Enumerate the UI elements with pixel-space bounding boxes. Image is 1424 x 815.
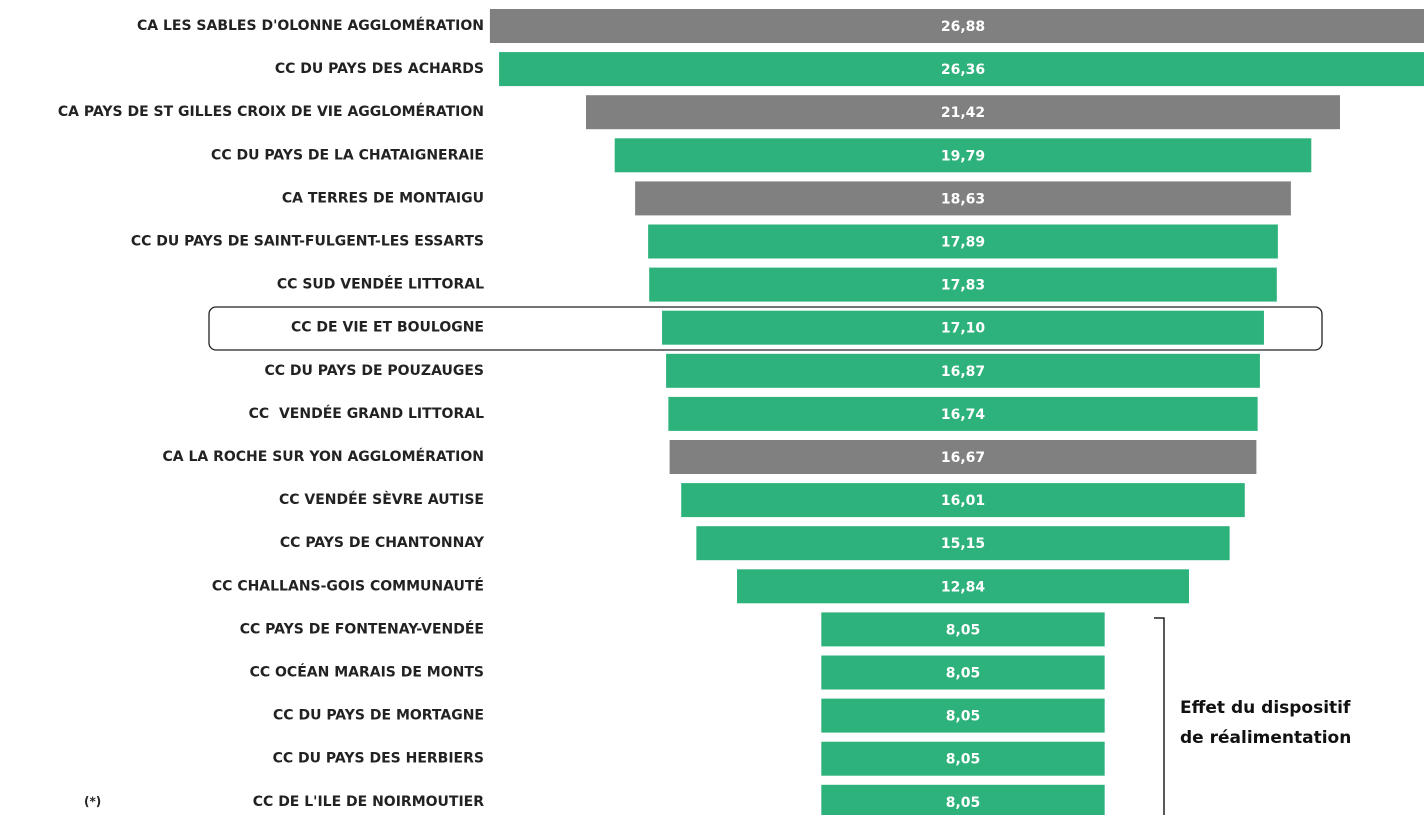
bar [681, 483, 1245, 518]
bar [489, 9, 1424, 43]
bar [649, 267, 1277, 302]
category-label: CC DU PAYS DE MORTAGNE [273, 708, 484, 724]
bar [635, 181, 1291, 216]
bracket [1154, 617, 1165, 815]
bar [821, 655, 1105, 690]
category-label: CC CHALLANS-GOIS COMMUNAUTÉ [212, 577, 484, 594]
value-label: 16,67 [941, 450, 985, 466]
category-label: CC DU PAYS DES ACHARDS [275, 61, 484, 77]
bar [669, 440, 1257, 474]
value-label: 8,05 [946, 666, 981, 682]
value-label: 12,84 [941, 579, 986, 595]
value-label: 16,74 [941, 407, 986, 423]
category-label: CC DE VIE ET BOULOGNE [291, 320, 484, 336]
value-label: 17,10 [941, 321, 986, 337]
bar [821, 612, 1105, 647]
category-label: CC DU PAYS DE POUZAUGES [264, 363, 484, 379]
category-label: CC VENDÉE GRAND LITTORAL [249, 405, 484, 422]
category-label: CC DU PAYS DE LA CHATAIGNERAIE [211, 147, 484, 163]
category-label: CA LA ROCHE SUR YON AGGLOMÉRATION [162, 448, 484, 465]
bar [821, 784, 1105, 815]
value-label: 26,36 [941, 62, 985, 78]
value-label: 17,89 [941, 235, 985, 251]
bar [648, 224, 1278, 259]
bar [696, 526, 1230, 561]
category-label: CC SUD VENDÉE LITTORAL [277, 276, 484, 293]
value-label: 21,42 [941, 105, 985, 121]
value-label: 8,05 [946, 752, 981, 768]
value-label: 8,05 [946, 622, 981, 638]
value-label: 16,01 [941, 493, 985, 509]
value-label: 26,88 [941, 19, 985, 35]
category-label: CC PAYS DE FONTENAY-VENDÉE [240, 620, 484, 637]
annotation: de réalimentation [1180, 728, 1351, 748]
bar [821, 698, 1105, 733]
value-label: 18,63 [941, 191, 985, 207]
category-label: CC DU PAYS DES HERBIERS [273, 751, 484, 767]
category-label: CC VENDÉE SÈVRE AUTISE [279, 491, 484, 508]
bar [662, 310, 1264, 345]
bar [821, 741, 1105, 776]
category-label: CA LES SABLES D'OLONNE AGGLOMÉRATION [137, 17, 484, 34]
bar [666, 353, 1260, 388]
annotation: Effet du dispositif [1180, 698, 1351, 718]
highlight-box [208, 306, 1323, 351]
category-label: CA PAYS DE ST GILLES CROIX DE VIE AGGLOM… [58, 103, 484, 120]
value-label: 15,15 [941, 536, 985, 552]
value-label: 16,87 [941, 364, 985, 380]
bar [737, 569, 1189, 604]
category-label: CC PAYS DE CHANTONNAY [280, 535, 485, 551]
value-label: 8,05 [946, 709, 981, 725]
bar [614, 138, 1312, 173]
bar [499, 52, 1424, 87]
category-label: CC DU PAYS DE SAINT-FULGENT-LES ESSARTS [131, 234, 484, 250]
footnote: (*) [84, 795, 101, 809]
bar [668, 396, 1258, 431]
category-label: CA TERRES DE MONTAIGU [282, 190, 484, 206]
bar [586, 95, 1340, 130]
value-label: 8,05 [946, 795, 981, 811]
category-label: CC OCÉAN MARAIS DE MONTS [250, 664, 484, 681]
value-label: 17,83 [941, 278, 985, 294]
value-label: 19,79 [941, 148, 985, 164]
category-label: CC DE L'ILE DE NOIRMOUTIER [253, 794, 484, 810]
